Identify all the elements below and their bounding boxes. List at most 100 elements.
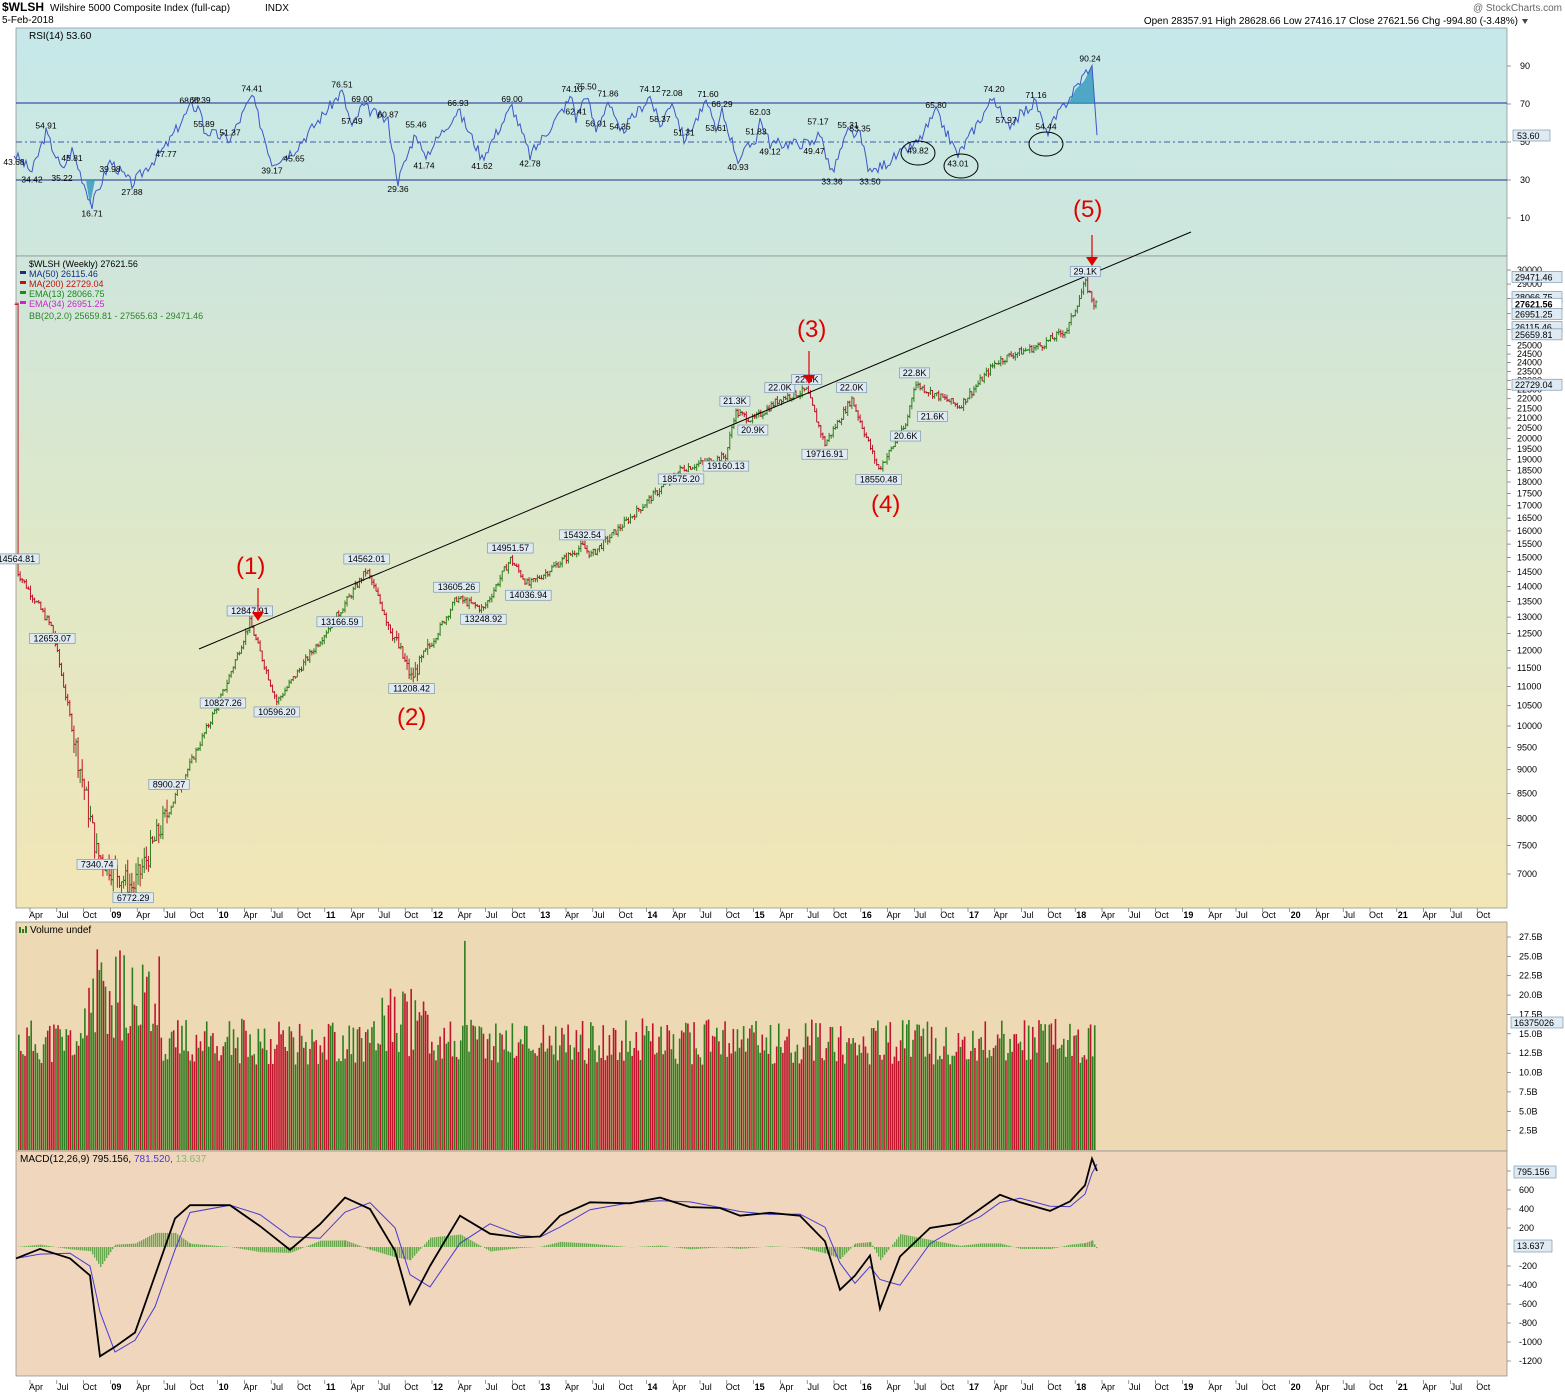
volume-bar	[418, 1012, 421, 1150]
volume-bar	[945, 1027, 947, 1150]
volume-bar	[598, 1045, 600, 1150]
macd-histogram-bar	[121, 1244, 123, 1247]
ma50-legend: MA(50) 26115.46	[29, 269, 98, 279]
macd-histogram-bar	[438, 1236, 440, 1247]
volume-bar	[860, 1052, 863, 1150]
macd-histogram-bar	[644, 1246, 646, 1247]
rsi-annotation: 41.74	[413, 161, 435, 171]
macd-histogram-bar	[272, 1247, 274, 1253]
volume-bar	[160, 1037, 163, 1150]
macd-histogram-bar	[36, 1245, 38, 1247]
volume-bar	[108, 991, 111, 1150]
volume-bar	[197, 1047, 200, 1150]
rsi-annotation: 45.81	[61, 153, 83, 163]
volume-bar	[170, 1031, 173, 1150]
volume-bar	[819, 1023, 821, 1150]
rsi-annotation: 72.08	[661, 88, 683, 98]
macd-legend: MACD(12,26,9) 795.156,	[20, 1154, 131, 1165]
price-annotation: 8900.27	[153, 779, 186, 789]
volume-bar	[786, 1036, 788, 1150]
volume-bar	[1056, 1048, 1059, 1150]
volume-bar	[1029, 1059, 1032, 1150]
wave-4-label: (4)	[871, 491, 900, 518]
macd-histogram-bar	[496, 1247, 498, 1251]
volume-bar	[478, 1026, 481, 1150]
macd-histogram-bar	[606, 1245, 608, 1247]
volume-bar	[680, 1030, 683, 1150]
macd-histogram-bar	[602, 1244, 604, 1247]
volume-bar	[879, 1054, 881, 1150]
volume-bar	[567, 1024, 569, 1150]
macd-histogram-bar	[302, 1247, 304, 1248]
volume-bar	[844, 1063, 846, 1150]
price-annotation-box	[29, 633, 76, 644]
volume-bar	[191, 1054, 194, 1150]
price-axis-label: 24500	[1517, 349, 1542, 359]
macd-histogram-bar	[600, 1244, 602, 1247]
macd-histogram-bar	[242, 1247, 244, 1250]
macd-histogram-bar	[1000, 1243, 1002, 1247]
price-annotation: 15432.54	[563, 530, 601, 540]
macd-histogram-bar	[80, 1247, 82, 1251]
macd-histogram-bar	[1044, 1247, 1046, 1250]
volume-bar	[881, 1059, 883, 1150]
macd-histogram-bar	[774, 1246, 776, 1247]
volume-bar	[75, 1041, 78, 1150]
volume-bar	[193, 1061, 196, 1150]
volume-bar	[286, 1051, 289, 1150]
volume-bar	[44, 1037, 47, 1150]
price-axis-label: 18000	[1517, 477, 1542, 487]
macd-histogram-bar	[740, 1247, 742, 1249]
volume-bar	[501, 1034, 503, 1150]
volume-bar	[439, 1036, 441, 1150]
macd-histogram-bar	[888, 1247, 890, 1250]
x-axis-label: Oct	[833, 1382, 848, 1392]
macd-histogram-bar	[34, 1245, 36, 1247]
volume-bar	[554, 1026, 557, 1150]
volume-bar	[709, 1051, 712, 1150]
price-axis-label: 7000	[1517, 869, 1537, 879]
x-axis-label: 17	[969, 910, 979, 920]
volume-bar	[693, 1022, 695, 1150]
price-annotation: 22.0K	[840, 383, 864, 393]
price-annotation-box	[702, 460, 750, 472]
price-annotation: 18575.20	[662, 474, 700, 484]
macd-histogram-bar	[998, 1243, 1000, 1247]
macd-histogram-bar	[1070, 1244, 1072, 1247]
macd-histogram-bar	[752, 1247, 754, 1248]
price-annotation: 14562.01	[348, 554, 386, 564]
volume-bar	[362, 1061, 365, 1150]
price-annotation: 22.8K	[903, 368, 927, 378]
price-axis-label: 12500	[1517, 628, 1542, 638]
rsi-annotation: 54.91	[35, 121, 57, 131]
macd-histogram-bar	[1022, 1247, 1024, 1249]
macd-histogram-bar	[355, 1244, 357, 1247]
macd-histogram-bar	[434, 1237, 436, 1247]
volume-bar	[82, 1038, 84, 1150]
volume-bar	[243, 1020, 245, 1150]
macd-hist-legend: 13.637	[176, 1154, 207, 1165]
volume-bar	[982, 1049, 985, 1150]
macd-histogram-bar	[260, 1247, 262, 1253]
macd-histogram-bar	[294, 1247, 296, 1252]
volume-bar	[350, 1054, 353, 1150]
macd-histogram-bar	[839, 1247, 841, 1259]
macd-histogram-bar	[922, 1238, 924, 1247]
volume-bar	[474, 1026, 476, 1150]
volume-bar	[978, 1038, 980, 1150]
volume-bar	[1091, 1056, 1094, 1150]
volume-bar	[608, 1035, 611, 1150]
macd-histogram-bar	[44, 1245, 46, 1247]
rsi-annotation: 16.71	[81, 208, 103, 218]
macd-histogram-bar	[1040, 1247, 1042, 1250]
macd-histogram-bar	[392, 1247, 394, 1257]
volume-bar	[682, 1032, 685, 1150]
volume-bar	[59, 1029, 61, 1150]
volume-bar	[996, 1034, 999, 1150]
macd-axis-label: 200	[1519, 1223, 1534, 1233]
chevron-down-icon[interactable]	[1522, 19, 1528, 24]
x-axis-label: 18	[1076, 1382, 1086, 1392]
volume-bar	[333, 1031, 336, 1150]
volume-bar	[462, 1025, 464, 1150]
volume-bar	[46, 1030, 49, 1150]
